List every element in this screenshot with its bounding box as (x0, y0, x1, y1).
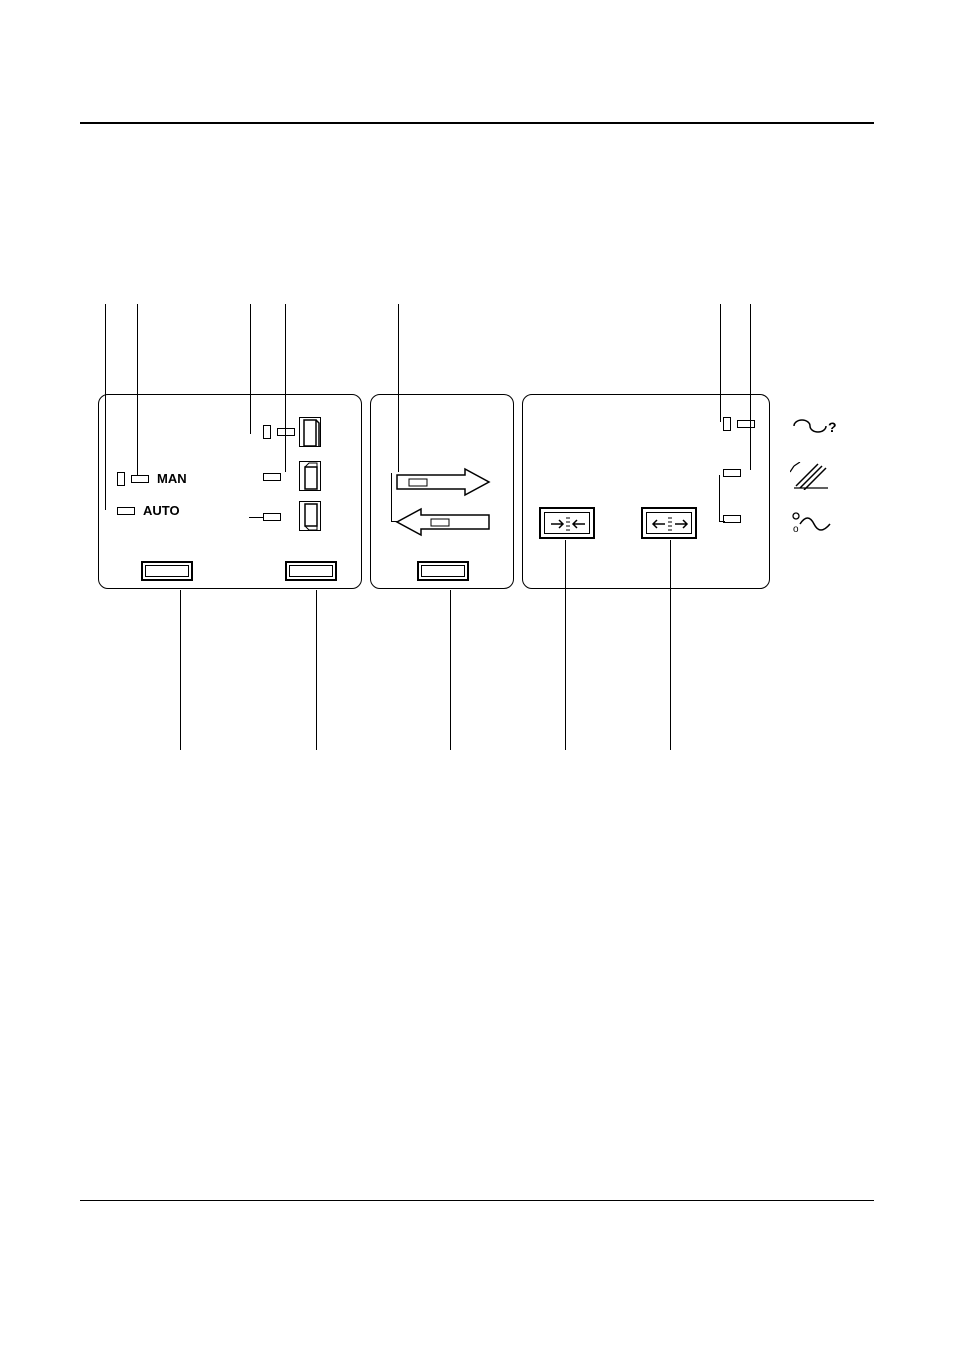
hatch-arrow-icon (790, 462, 830, 490)
p1-sub-left[interactable] (141, 561, 193, 581)
led-man-h (131, 475, 149, 483)
rule-bottom (80, 1200, 874, 1201)
q-icon: ? (790, 414, 836, 438)
lead-t5 (398, 304, 399, 472)
arrow-left-button[interactable] (395, 507, 491, 537)
svg-text:o: o (793, 524, 799, 534)
arrow-left-icon (395, 507, 491, 537)
led-man (117, 472, 125, 486)
doc-mid-icon (300, 462, 322, 492)
lead-b4 (565, 540, 566, 750)
led-doc-up-v (263, 425, 271, 439)
loop-question-icon: ? (790, 414, 836, 438)
p2-sub[interactable] (417, 561, 469, 581)
doc-up-button[interactable] (299, 417, 321, 447)
close-in-button[interactable] (539, 507, 595, 539)
led-doc-down (263, 513, 281, 521)
open-out-button[interactable] (641, 507, 697, 539)
led-q (737, 420, 755, 428)
close-in-icon (545, 513, 591, 535)
panel-squeeze (522, 394, 770, 589)
doc-down-button[interactable] (299, 501, 321, 531)
lead-b1 (180, 590, 181, 750)
led-slash (723, 469, 741, 477)
p3-l-h (719, 521, 725, 522)
svg-text:?: ? (828, 419, 836, 435)
lead-t6 (720, 304, 721, 422)
led-sine (723, 515, 741, 523)
rule-top (80, 122, 874, 124)
arrow-right-button[interactable] (395, 467, 491, 497)
slash-icon (790, 462, 830, 490)
led-q-v (723, 417, 731, 431)
led-doc-mid (263, 473, 281, 481)
doc-mid-button[interactable] (299, 461, 321, 491)
label-auto: AUTO (143, 503, 180, 518)
led-doc-up (277, 428, 295, 436)
lead-t2 (137, 304, 138, 476)
lead-t1 (105, 304, 106, 510)
doc-up-icon (300, 418, 322, 448)
sine-icon: o (790, 510, 834, 534)
panel-move (370, 394, 514, 589)
p3-l-v (719, 475, 720, 521)
lead-t3 (250, 304, 251, 434)
p1-sub-right[interactable] (285, 561, 337, 581)
label-man: MAN (157, 471, 187, 486)
lead-b5 (670, 540, 671, 750)
sine-wave-icon: o (790, 510, 834, 534)
lead-b2 (316, 590, 317, 750)
p1-l-horz (249, 517, 263, 518)
lead-b3 (450, 590, 451, 750)
lead-t7 (750, 304, 751, 470)
page: MAN AUTO (0, 0, 954, 1351)
p2-l-h (391, 521, 397, 522)
doc-down-icon (300, 502, 322, 532)
p2-l-v (391, 473, 392, 521)
led-auto (117, 507, 135, 515)
open-out-icon (647, 513, 693, 535)
lead-t4 (285, 304, 286, 472)
arrow-right-icon (395, 467, 491, 497)
